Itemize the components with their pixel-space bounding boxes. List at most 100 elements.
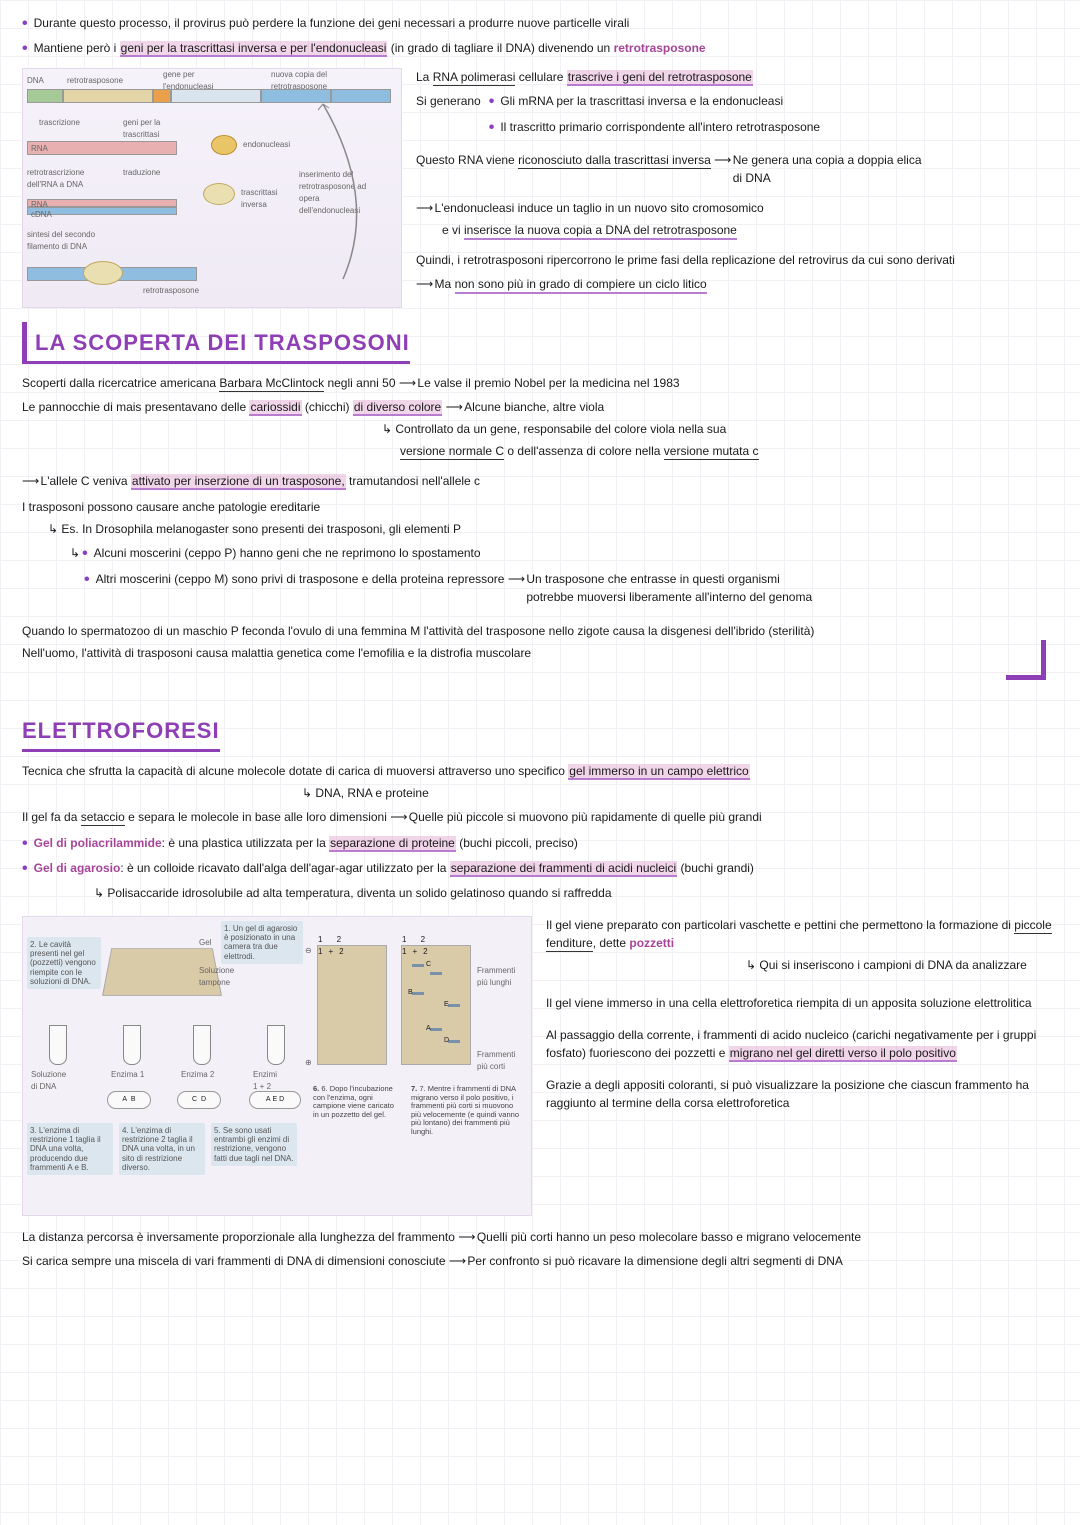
u: versione normale C xyxy=(400,444,504,460)
caption-3: 3. L'enzima di restrizione 1 taglia il D… xyxy=(27,1123,113,1175)
caption-4: 4. L'enzima di restrizione 2 taglia il D… xyxy=(119,1123,205,1175)
right-column-1: La RNA polimerasi cellulare trascrive i … xyxy=(416,68,1058,296)
intro-bullet-2: •Mantiene però i geni per la trascrittas… xyxy=(22,39,1058,58)
t: Si generano xyxy=(416,92,481,110)
t: (in grado di tagliare il DNA) divenendo … xyxy=(387,41,613,55)
t: : è un colloide ricavato dall'alga dell'… xyxy=(120,861,449,875)
band xyxy=(412,992,424,995)
arrow-icon xyxy=(458,1230,477,1244)
line: La RNA polimerasi cellulare trascrive i … xyxy=(416,68,1058,86)
gel-panel-2: 1 2 1+2 C B E A D xyxy=(401,945,471,1065)
caption-2: 2. Le cavità presenti nel gel (pozzetti)… xyxy=(27,937,101,989)
arrow-icon xyxy=(714,153,733,167)
lbl-soldna: Soluzione di DNA xyxy=(31,1069,67,1093)
dot: • xyxy=(489,92,495,111)
t: Le valse il premio Nobel per la medicina… xyxy=(417,376,679,390)
t: Per confronto si può ricavare la dimensi… xyxy=(467,1254,843,1268)
lbl-trascrizione: trascrizione xyxy=(39,117,80,129)
line: Il gel viene preparato con particolari v… xyxy=(546,916,1058,952)
lbl-retro: retrotrasposone xyxy=(67,75,123,87)
line: • Gel di poliacrilammide: è una plastica … xyxy=(22,834,1058,853)
line: Questo RNA viene riconosciuto dalla tras… xyxy=(416,151,1058,187)
t: Si carica sempre una miscela di vari fra… xyxy=(22,1254,446,1268)
arrow-icon xyxy=(416,277,435,291)
tube xyxy=(49,1025,67,1065)
hl: attivato per inserzione di un trasposone… xyxy=(131,474,346,490)
right-column-2: Il gel viene preparato con particolari v… xyxy=(546,916,1058,1116)
lbl-cdna: cDNA xyxy=(31,209,52,221)
t: (buchi grandi) xyxy=(677,861,754,875)
line: L'endonucleasi induce un taglio in un nu… xyxy=(416,199,1058,217)
pink: Gel di agarosio xyxy=(34,861,121,875)
lbl-gel: Gel xyxy=(199,937,211,949)
caption-6: 6. 6. Dopo l'incubazione con l'enzima, o… xyxy=(313,1085,399,1120)
t: , dette xyxy=(593,936,630,950)
lbl-traduz: traduzione xyxy=(123,167,160,179)
bar-green xyxy=(27,89,63,103)
t: 7. Mentre i frammenti di DNA migrano ver… xyxy=(411,1084,519,1136)
t: DNA, RNA e proteine xyxy=(315,786,428,800)
t: L'endonucleasi induce un taglio in un nu… xyxy=(435,201,764,215)
hl: trascrive i geni del retrotrasposone xyxy=(567,70,753,86)
lbl-e1: Enzima 1 xyxy=(111,1069,144,1081)
arrow-icon xyxy=(446,400,465,414)
gel-panel-1: 1 2 1+2 xyxy=(317,945,387,1065)
t: e separa le molecole in base alle loro d… xyxy=(125,810,387,824)
line: • Gel di agarosio: è un colloide ricavato… xyxy=(22,859,1058,878)
band xyxy=(448,1004,460,1007)
caption-7: 7. 7. Mentre i frammenti di DNA migrano … xyxy=(411,1085,521,1137)
subarrow-icon xyxy=(302,786,315,800)
line: Es. In Drosophila melanogaster sono pres… xyxy=(48,520,1058,538)
tube xyxy=(123,1025,141,1065)
line: versione normale C o dell'assenza di col… xyxy=(400,442,1058,460)
t: Alcune bianche, altre viola xyxy=(464,400,604,414)
lbl-ti: trascrittasi inversa xyxy=(241,187,281,211)
t: Quelle più piccole si muovono più rapida… xyxy=(409,810,762,824)
lbl-retrotr: retrotrascrizione dell'RNA a DNA xyxy=(27,167,97,191)
u: non sono più in grado di compiere un cic… xyxy=(455,277,707,294)
t: La xyxy=(416,70,433,84)
line: Il gel fa da setaccio e separa le moleco… xyxy=(22,808,1058,826)
line: Grazie a degli appositi coloranti, si pu… xyxy=(546,1076,1058,1112)
pink: Gel di poliacrilammide xyxy=(34,836,162,850)
caption-5: 5. Se sono usati entrambi gli enzimi di … xyxy=(211,1123,297,1166)
u: Barbara McClintock xyxy=(219,376,324,392)
line: Si carica sempre una miscela di vari fra… xyxy=(22,1252,1058,1270)
line: •Altri moscerini (ceppo M) sono privi di… xyxy=(70,570,1058,606)
bullet-dot: • xyxy=(22,14,28,33)
bullet-dot: • xyxy=(22,39,28,58)
t: Gli mRNA per la trascrittasi inversa e l… xyxy=(500,92,783,110)
highlight: geni per la trascrittasi inversa e per l… xyxy=(120,41,388,57)
line: Controllato da un gene, responsabile del… xyxy=(382,420,1058,438)
heading-scoperta: La scoperta dei trasposoni xyxy=(22,322,410,364)
line: •Alcuni moscerini (ceppo P) hanno geni c… xyxy=(70,544,1058,563)
intro-bullet-1: •Durante questo processo, il provirus pu… xyxy=(22,14,1058,33)
frag-aed: A E D xyxy=(249,1091,301,1109)
subarrow-icon xyxy=(48,522,61,536)
sublist: • Gli mRNA per la trascrittasi inversa e … xyxy=(489,92,820,142)
gel-row: 1. Un gel di agarosio è posizionato in u… xyxy=(22,916,1058,1216)
dot: • xyxy=(22,834,28,853)
arrow-icon xyxy=(508,572,527,586)
tube xyxy=(193,1025,211,1065)
t: Gel di agarosio: è un colloide ricavato … xyxy=(34,859,754,877)
dot: • xyxy=(22,859,28,878)
u: versione mutata c xyxy=(664,444,759,460)
hl: gel immerso in un campo elettrico xyxy=(568,764,749,780)
line: L'allele C veniva attivato per inserzion… xyxy=(22,472,1058,490)
band xyxy=(430,972,442,975)
subarrow-icon xyxy=(94,886,107,900)
t: Scoperti dalla ricercatrice americana xyxy=(22,376,219,390)
t: tramutandosi nell'allele c xyxy=(346,474,480,488)
t: : è una plastica utilizzata per la xyxy=(162,836,329,850)
hl: separazione dei frammenti di acidi nucle… xyxy=(450,861,677,877)
line: Il gel viene immerso in una cella elettr… xyxy=(546,994,1058,1012)
t: Es. In Drosophila melanogaster sono pres… xyxy=(61,522,461,536)
line: DNA, RNA e proteine xyxy=(302,784,1058,802)
line: Si generano • Gli mRNA per la trascrittasi… xyxy=(416,92,1058,142)
arrow-curve xyxy=(283,99,383,289)
line: Ma non sono più in grado di compiere un … xyxy=(416,275,1058,293)
t: Il trascritto primario corrispondente al… xyxy=(500,118,820,136)
t: o dell'assenza di colore nella xyxy=(504,444,664,458)
u: inserisce la nuova copia a DNA del retro… xyxy=(464,223,737,240)
